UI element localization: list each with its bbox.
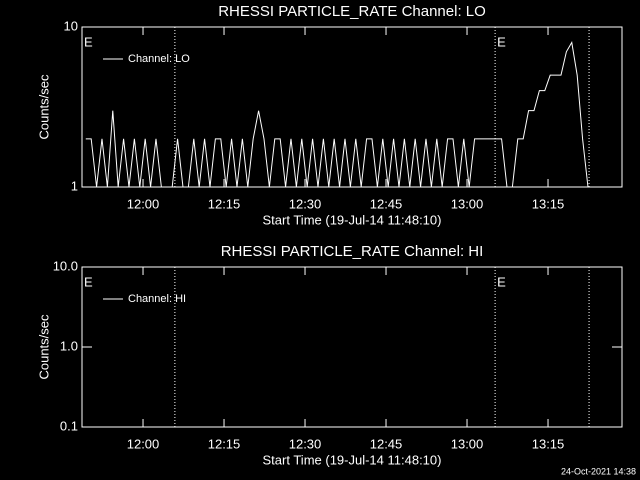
x-tick-label: 12:45 bbox=[370, 196, 403, 211]
y-tick-label: 10.0 bbox=[53, 258, 78, 273]
x-tick-label: 12:30 bbox=[289, 196, 322, 211]
x-tick-label: 12:00 bbox=[127, 436, 160, 451]
x-tick-label: 13:15 bbox=[532, 436, 565, 451]
annotation: E bbox=[84, 34, 93, 49]
y-axis-label: Counts/sec bbox=[36, 314, 51, 380]
annotation: E bbox=[497, 274, 506, 289]
footer: 24-Oct-2021 14:38 bbox=[561, 466, 636, 476]
data-line bbox=[85, 41, 589, 188]
y-tick-label: 10 bbox=[64, 18, 78, 33]
annotation: E bbox=[84, 274, 93, 289]
chart-title: RHESSI PARTICLE_RATE Channel: LO bbox=[218, 3, 486, 20]
x-tick-label: 13:00 bbox=[451, 436, 484, 451]
y-tick-label: 0.1 bbox=[60, 418, 78, 433]
x-axis-label: Start Time (19-Jul-14 11:48:10) bbox=[263, 452, 442, 467]
y-tick-label: 1.0 bbox=[60, 338, 78, 353]
plot-frame bbox=[81, 26, 623, 188]
annotation: E bbox=[497, 34, 506, 49]
x-tick-label: 13:15 bbox=[532, 196, 565, 211]
legend-label: Channel: HI bbox=[128, 293, 186, 305]
x-tick-label: 12:00 bbox=[127, 196, 160, 211]
y-axis-label: Counts/sec bbox=[36, 74, 51, 140]
x-tick-label: 13:00 bbox=[451, 196, 484, 211]
x-tick-label: 12:30 bbox=[289, 436, 322, 451]
y-tick-label: 1 bbox=[71, 178, 78, 193]
legend-label: Channel: LO bbox=[128, 53, 190, 65]
x-tick-label: 12:45 bbox=[370, 436, 403, 451]
x-axis-label: Start Time (19-Jul-14 11:48:10) bbox=[263, 212, 442, 227]
chart-title: RHESSI PARTICLE_RATE Channel: HI bbox=[221, 243, 484, 260]
x-tick-label: 12:15 bbox=[208, 196, 241, 211]
x-tick-label: 12:15 bbox=[208, 436, 241, 451]
